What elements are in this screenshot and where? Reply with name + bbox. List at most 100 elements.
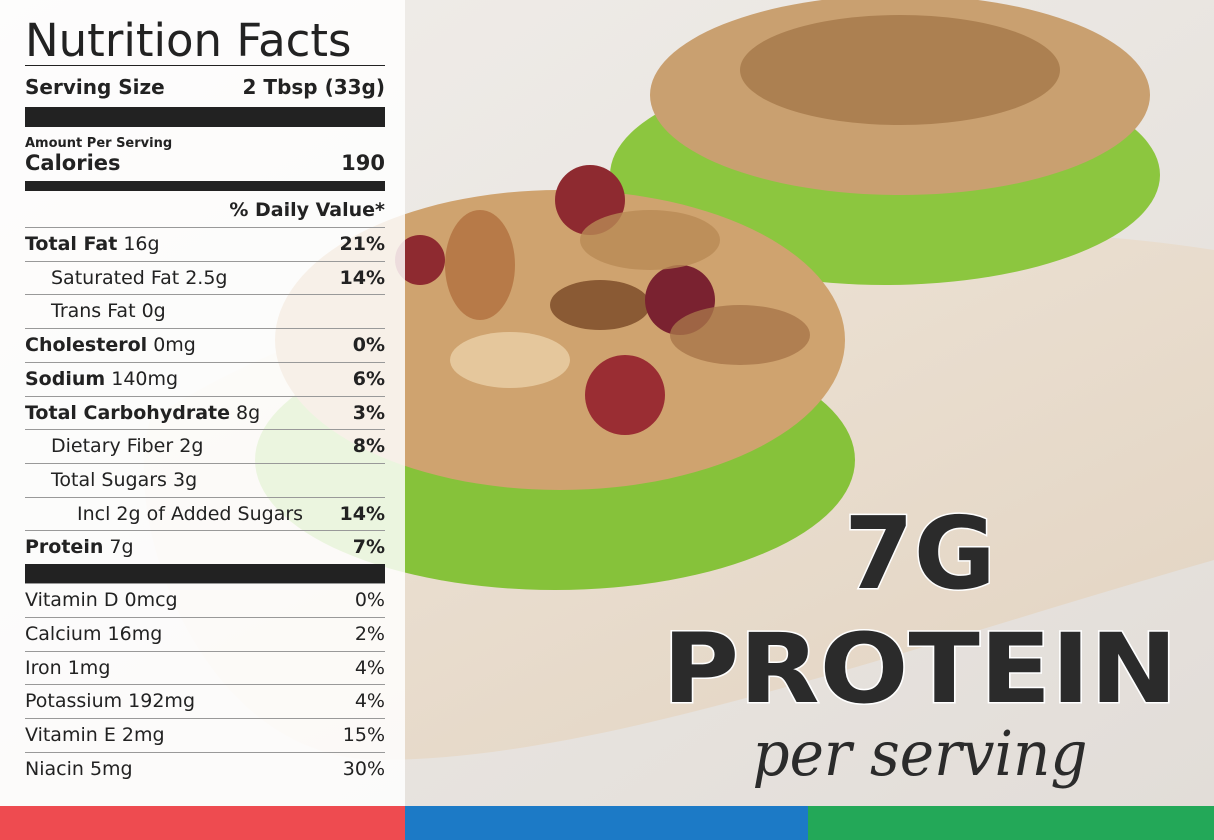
color-bar (405, 806, 808, 840)
rule (25, 462, 385, 464)
nutrient-amount: 8g (236, 401, 261, 424)
daily-value: 4% (354, 656, 385, 679)
rule (25, 65, 385, 66)
rule (25, 530, 385, 532)
nutrient-name: Total Carbohydrate (25, 401, 230, 424)
daily-value: 7% (352, 536, 385, 559)
nutrient-name: Sodium (25, 367, 106, 390)
nutrient-label: Total Fat 16g (25, 233, 160, 255)
title: Nutrition Facts (25, 14, 352, 67)
hole (550, 280, 650, 330)
nutrient-name: Calcium (25, 622, 102, 645)
nutrient-row: Trans Fat 0g (25, 295, 385, 328)
nutrient-label: Total Carbohydrate 8g (25, 402, 260, 424)
granola (580, 210, 720, 270)
nutrient-name: Iron (25, 656, 62, 679)
serving-size: 2 Tbsp (33g) (242, 75, 385, 99)
cranberry (585, 355, 665, 435)
promo-tagline: per serving (753, 717, 1088, 790)
nutrient-amount: 16g (123, 233, 160, 255)
nutrient-label: Saturated Fat 2.5g (51, 267, 228, 289)
nutrient-label: Potassium 192mg (25, 690, 195, 712)
nutrient-label: Calcium 16mg (25, 623, 162, 645)
rule (25, 294, 385, 296)
nutrient-amount: 7g (109, 536, 134, 559)
daily-value: 3% (352, 401, 385, 424)
nutrient-row: Iron 1mg 4% (25, 652, 385, 685)
nutrient-amount: 5mg (89, 758, 133, 780)
rule (25, 616, 385, 618)
nutrient-label: Incl 2g of Added Sugars (77, 503, 303, 525)
rule (25, 583, 385, 584)
nutrient-row: Dietary Fiber 2g 8% (25, 430, 385, 463)
nutrient-amount: 16mg (107, 622, 163, 645)
rule (25, 395, 385, 397)
nutrition-panel: Nutrition Facts Serving Size 2 Tbsp (33g… (0, 0, 405, 806)
granola (670, 305, 810, 365)
nutrient-name: Saturated Fat (51, 266, 180, 289)
daily-value: 4% (354, 690, 385, 713)
nutrient-row: Cholesterol 0mg 0% (25, 329, 385, 362)
nutrient-label: Niacin 5mg (25, 758, 133, 780)
nutrient-row: Total Carbohydrate 8g 3% (25, 397, 385, 430)
daily-value: 14% (339, 502, 385, 525)
nutrient-row: Total Sugars 3g (25, 464, 385, 497)
rule (25, 752, 385, 753)
nutrient-name: Incl 2g of Added Sugars (77, 502, 304, 525)
daily-value: 30% (342, 758, 385, 780)
daily-value: 0% (352, 334, 385, 357)
nutrient-amount: 0mg (153, 334, 196, 357)
color-bar (808, 806, 1214, 840)
nutrient-name: Trans Fat (51, 300, 136, 323)
nutrient-amount: 0g (141, 300, 166, 323)
rule (25, 684, 385, 686)
nutrient-label: Total Sugars 3g (51, 469, 197, 491)
nutrient-row: Vitamin D 0mcg 0% (25, 584, 385, 617)
rule (25, 328, 385, 330)
granola (740, 15, 1060, 125)
nutrient-label: Cholesterol 0mg (25, 334, 196, 356)
nutrient-name: Vitamin D (25, 589, 119, 611)
daily-value: 14% (339, 266, 385, 289)
nutrient-row: Incl 2g of Added Sugars 14% (25, 498, 385, 531)
rule (25, 361, 385, 363)
nutrient-row: Total Fat 16g 21% (25, 228, 385, 261)
nutrient-row: Saturated Fat 2.5g 14% (25, 262, 385, 295)
nutrient-label: Iron 1mg (25, 657, 110, 679)
nutrient-name: Cholesterol (25, 334, 148, 357)
nutrient-row: Niacin 5mg 30% (25, 753, 385, 786)
nutrient-label: Vitamin E 2mg (25, 724, 165, 746)
nutrient-label: Vitamin D 0mcg (25, 589, 178, 611)
almond (450, 332, 570, 388)
nutrient-name: Protein (25, 536, 104, 559)
promo-word: PROTEIN (663, 613, 1178, 725)
daily-value: 15% (342, 724, 385, 747)
nutrient-row: Vitamin E 2mg 15% (25, 719, 385, 752)
color-bar (0, 806, 405, 840)
calories-label: Calories (25, 151, 121, 175)
daily-value: 21% (339, 233, 385, 255)
promo-headline: 7G (844, 495, 996, 612)
nutrient-name: Vitamin E (25, 724, 116, 747)
nutrient-row: Potassium 192mg 4% (25, 685, 385, 718)
daily-value: 6% (352, 367, 385, 390)
nutrient-name: Potassium (25, 690, 123, 713)
daily-value: 0% (354, 589, 385, 611)
nutrient-amount: 2.5g (185, 266, 228, 289)
nutrient-amount: 0mcg (124, 589, 178, 611)
photo: 7G PROTEIN per serving (0, 0, 1214, 806)
serving-size-label: Serving Size (25, 75, 165, 99)
daily-value: 2% (354, 622, 385, 645)
nutrient-name: Total Sugars (51, 468, 167, 491)
nutrient-amount: 2g (179, 435, 204, 458)
thick-rule (25, 107, 385, 127)
nutrient-amount: 1mg (67, 656, 111, 679)
nutrient-amount: 192mg (128, 690, 196, 713)
nutrient-amount: 2mg (121, 724, 165, 747)
rule (25, 718, 385, 720)
nutrient-label: Protein 7g (25, 536, 134, 558)
rule (25, 429, 385, 431)
thick-rule (25, 181, 385, 191)
nutrient-label: Dietary Fiber 2g (51, 435, 203, 457)
